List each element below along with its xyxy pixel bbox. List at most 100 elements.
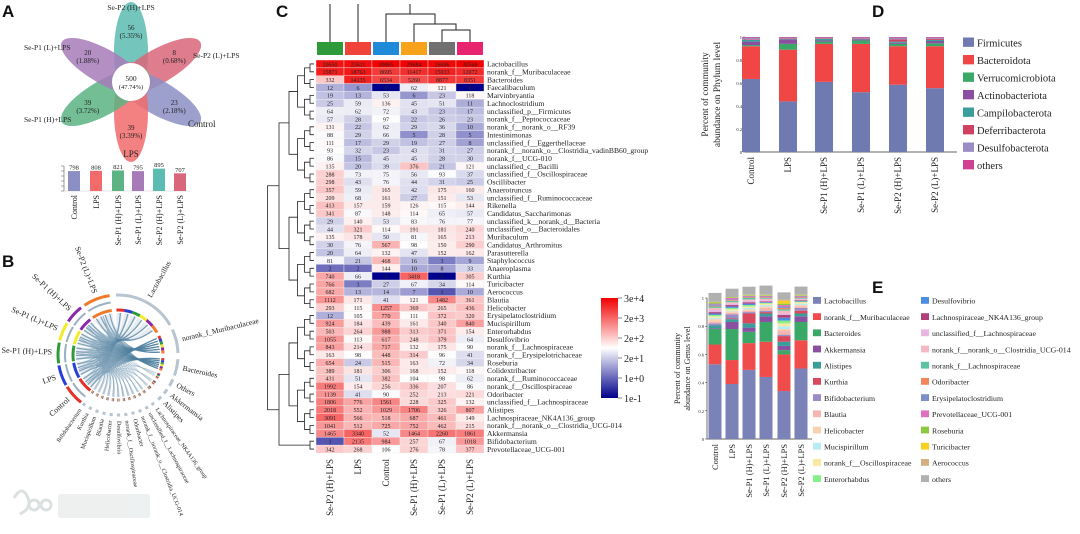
chord-link [109, 313, 158, 369]
stacked-bar-segment [777, 336, 791, 342]
stacked-bar-segment [794, 368, 808, 439]
heatmap-cell-value: 115 [354, 306, 363, 312]
heatmap-cell-value: 132 [382, 251, 391, 257]
heatmap-cell-value: 43 [411, 149, 417, 155]
row-dendrogram-branch [309, 440, 314, 450]
row-label: Helicobacter [487, 303, 526, 312]
venn-center [112, 63, 150, 101]
stacked-bar-segment [742, 331, 756, 344]
total-bar [112, 170, 124, 191]
heatmap-cell-value: 162 [466, 251, 475, 257]
heatmap-cell-value: 98 [411, 243, 417, 249]
heatmap-cell-value: 13 [355, 290, 361, 296]
venn-unique-count: 39 [128, 124, 136, 132]
heatmap-cell-value: 21 [355, 259, 361, 265]
row-dendrogram-branch [309, 126, 314, 136]
row-dendrogram-branch [304, 130, 310, 147]
stacked-bar-segment [777, 330, 791, 335]
venn-set-label: Se-P2 (L)+LPS [193, 51, 240, 60]
panel-d-phylum-stacked-bar: 0 0.2 0.4 0.6 0.8 1 Percent of community abunda… [700, 35, 1056, 214]
heatmap-cell-value: 0 [441, 274, 444, 280]
heatmap-cell-value: 298 [326, 180, 335, 186]
stacked-bar-segment [889, 37, 907, 38]
heatmap-cell-value: 131 [326, 125, 335, 131]
heatmap-cell-value: 62 [467, 377, 473, 383]
row-label: unclassified_k__norank_d__Bacteria [487, 217, 601, 226]
stacked-bar-segment [815, 43, 833, 82]
row-label: norank_f__Lachnospiraceae [487, 343, 574, 352]
heatmap-cell-value: 64 [355, 251, 361, 257]
heatmap-cell-value: 1 [441, 290, 444, 296]
stacked-bar-segment [759, 300, 773, 302]
stacked-bar-segment [708, 319, 722, 322]
heatmap-cell-value: 104 [410, 377, 419, 383]
legend-swatch [963, 72, 974, 82]
heatmap-cell-value: 65 [439, 212, 445, 218]
stacked-bar-segment [725, 384, 739, 439]
heatmap-cell-value: 66 [383, 133, 389, 139]
heatmap-cell-value: 265 [438, 306, 447, 312]
legend-label: norank_f__norank_o__Clostridia_UCG-014 [932, 345, 1071, 354]
legend-swatch [921, 459, 929, 466]
legend-label: Odoribacter [932, 378, 970, 387]
heatmap-cell-value: 159 [382, 204, 391, 210]
stacked-bar-segment [889, 46, 907, 85]
total-bar-value: 795 [133, 165, 143, 172]
group-outer-arc [56, 342, 61, 364]
heatmap-cell-value: 51 [355, 377, 361, 383]
stacked-bar-segment [852, 38, 870, 39]
stacked-bar-segment [742, 78, 760, 152]
heatmap-cell-value: 313 [410, 330, 419, 336]
stacked-bar-segment [759, 303, 773, 306]
stacked-bar-segment [708, 304, 722, 306]
legend-swatch [963, 107, 974, 117]
heatmap-cell-value: 126 [410, 204, 419, 210]
heatmap-cell-value: 161 [410, 322, 419, 328]
stacked-bar-segment [742, 41, 760, 46]
heatmap-cell-value: 29684 [407, 62, 422, 68]
heatmap-cell-value: 90 [467, 345, 473, 351]
legend-label: Prevotellaceae_UCG-001 [932, 410, 1012, 419]
stacked-bar-segment [725, 319, 739, 322]
stacked-bar-segment [742, 369, 756, 439]
legend-label: Akkermansia [824, 345, 866, 354]
stacked-bar-segment [708, 344, 722, 365]
stacked-bar-segment [777, 303, 791, 306]
total-bar [68, 171, 80, 191]
stacked-bar-segment [742, 39, 760, 42]
legend-swatch [813, 394, 821, 401]
species-outer-arc [102, 411, 106, 416]
stacked-bar-segment [889, 42, 907, 44]
heatmap-cell-value: 34 [439, 282, 445, 288]
heatmap-cell-value: 184 [354, 322, 363, 328]
legend-swatch [921, 442, 929, 450]
stacked-bar-segment [742, 306, 756, 308]
species-outer-arc [138, 408, 143, 413]
group-outer-arc [83, 294, 110, 307]
row-dendrogram-branch [309, 425, 314, 434]
row-label: Erysipelatoclostridium [487, 311, 556, 320]
row-label: Candidatus_Saccharimonas [487, 209, 571, 218]
chord-ribbon [77, 317, 143, 348]
row-dendrogram-branch [304, 318, 310, 336]
heatmap-cell-value: 62 [411, 86, 417, 92]
row-label: norank_f__Peptococcaceae [487, 115, 571, 124]
heatmap-cell-value: 83 [411, 219, 417, 225]
heatmap-cell-value: 512 [354, 424, 363, 430]
stacked-bar-segment [708, 364, 722, 439]
stacked-bar-segment [777, 317, 791, 321]
venn-unique-percent: (3.72%) [76, 107, 99, 115]
stacked-bar-segment [779, 37, 797, 39]
stacked-bar-segment [777, 314, 791, 318]
heatmap-cell-value: 12 [327, 314, 333, 320]
stacked-bar-segment [794, 286, 808, 295]
column-dendrogram [329, 4, 471, 42]
stacked-bar-segment [794, 298, 808, 299]
panel-label-d: D [872, 2, 884, 21]
heatmap-cell-value: 436 [466, 306, 475, 312]
y-tick-label: 0.4 [736, 104, 742, 109]
panel-label-b: B [2, 252, 14, 271]
row-dendrogram-branch [309, 252, 314, 261]
heatmap-cell-value: 53 [383, 219, 389, 225]
heatmap-cell-value: 431 [326, 377, 335, 383]
